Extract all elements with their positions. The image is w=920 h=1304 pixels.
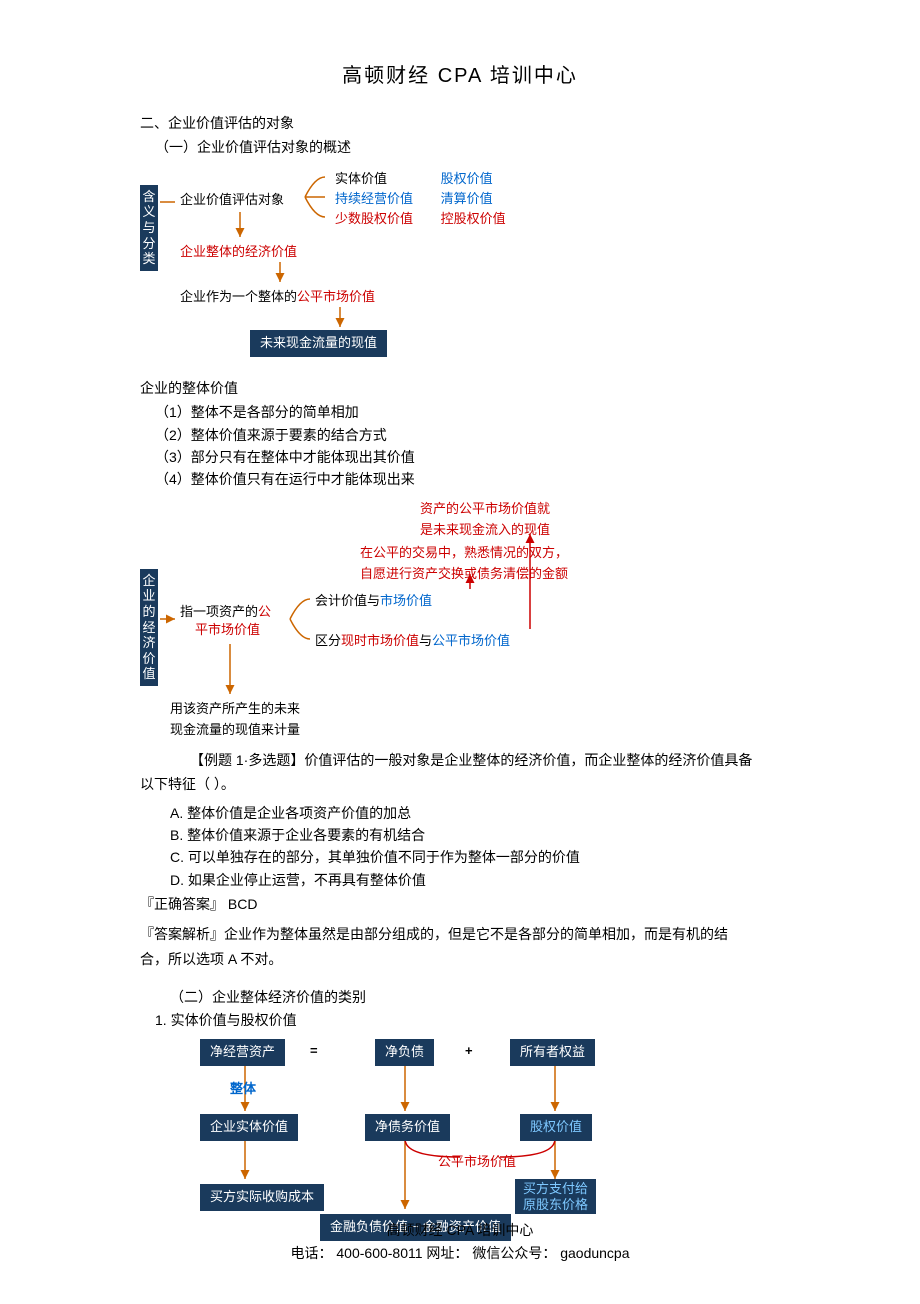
label-line: 原股东价格 — [523, 1197, 588, 1213]
exam-question: 【例题 1·多选题】价值评估的一般对象是企业整体的经济价值，而企业整体的经济价值… — [190, 749, 840, 771]
label-text: 股权价值 — [530, 1119, 582, 1134]
branch: 会计价值与市场价值 — [315, 591, 432, 612]
label-text: 公 — [258, 604, 271, 619]
node-box: 净债务价值 — [365, 1114, 450, 1141]
footer-line: 高顿财经 CPA 培训中心 — [0, 1219, 920, 1241]
exam-explanation: 『答案解析』企业作为整体虽然是由部分组成的，但是它不是各部分的简单相加，而是有机… — [140, 923, 840, 945]
node-box: 未来现金流量的现值 — [250, 330, 387, 357]
node-box: 净经营资产 — [200, 1039, 285, 1066]
text-line: 企业的整体价值 — [140, 377, 840, 399]
node-box: 买方支付给 原股东价格 — [515, 1179, 596, 1214]
op-plus: + — [465, 1041, 473, 1062]
footer-line: 电话： 400-600-8011 网址： 微信公众号： gaoduncpa — [0, 1242, 920, 1264]
label-text: 指一项资产的 — [180, 604, 258, 619]
diagram-value-types: 含 义 与 分 类 企业价值评估对象 实体价值 股权价值 持续经营价值 清算价值… — [140, 167, 840, 367]
page-footer: 高顿财经 CPA 培训中心 电话： 400-600-8011 网址： 微信公众号… — [0, 1219, 920, 1264]
label-text: 企业作为一个整体的 — [180, 289, 297, 304]
label-line: 用该资产所产生的未来 — [170, 699, 300, 720]
label-text: 会计价值与 — [315, 593, 380, 608]
note: 在公平的交易中，熟悉情况的双方， 自愿进行资产交换或债务清偿的金额 — [360, 543, 568, 585]
text-line: （2）整体价值来源于要素的结合方式 — [155, 424, 840, 446]
diagram-economic-value: 企 业 的 经 济 价 值 资产的公平市场价值就 是未来现金流入的现值 在公平的… — [140, 499, 840, 739]
subsection-heading: （二）企业整体经济价值的类别 — [170, 986, 840, 1008]
text-line: （3）部分只有在整体中才能体现出其价值 — [155, 446, 840, 468]
label: 股权价值 — [441, 171, 493, 186]
label: 实体价值 — [335, 171, 387, 186]
label: 企业整体的经济价值 — [180, 242, 297, 263]
label-text: 区分 — [315, 633, 341, 648]
node-box: 买方实际收购成本 — [200, 1184, 324, 1211]
label: 持续经营价值 — [335, 191, 413, 206]
text-line: （4）整体价值只有在运行中才能体现出来 — [155, 468, 840, 490]
label: 清算价值 — [441, 191, 493, 206]
label-text: 企业整体的经济价值 — [180, 244, 297, 259]
note-line: 是未来现金流入的现值 — [420, 520, 550, 541]
label: 企业作为一个整体的公平市场价值 — [180, 287, 375, 308]
note-line: 在公平的交易中，熟悉情况的双方， — [360, 543, 568, 564]
exam-option: C. 可以单独存在的部分，其单独价值不同于作为整体一部分的价值 — [170, 846, 840, 868]
exam-answer: 『正确答案』 BCD — [140, 893, 840, 915]
note-line: 自愿进行资产交换或债务清偿的金额 — [360, 564, 568, 585]
section-heading: 二、企业价值评估的对象 — [140, 112, 840, 134]
label-text: 公平市场价值 — [297, 289, 375, 304]
node-box: 股权价值 — [520, 1114, 592, 1141]
pair: 实体价值 股权价值 — [335, 169, 493, 190]
branch: 区分现时市场价值与公平市场价值 — [315, 631, 510, 652]
pair: 少数股权价值 控股权价值 — [335, 209, 506, 230]
label: 少数股权价值 — [335, 211, 413, 226]
node-box: 企业实体价值 — [200, 1114, 298, 1141]
diagram-entity-equity: 净经营资产 = 净负债 + 所有者权益 整体 企业实体价值 净债务价值 股权价值… — [200, 1039, 840, 1239]
note-line: 资产的公平市场价值就 — [420, 499, 550, 520]
label-text: 与 — [419, 633, 432, 648]
node-box: 净负债 — [375, 1039, 434, 1066]
label-text: 市场价值 — [380, 593, 432, 608]
label-text: 平市场价值 — [195, 622, 260, 637]
exam-explanation: 合，所以选项 A 不对。 — [140, 948, 840, 970]
exam-question: 以下特征（ ）。 — [140, 773, 840, 795]
label-text: 公平市场价值 — [432, 633, 510, 648]
subsection-heading: （一）企业价值评估对象的概述 — [155, 136, 840, 158]
label-line: 买方支付给 — [523, 1181, 588, 1197]
text-line: （1）整体不是各部分的简单相加 — [155, 401, 840, 423]
text-line: 1. 实体价值与股权价值 — [155, 1009, 840, 1031]
label: 用该资产所产生的未来 现金流量的现值来计量 — [170, 699, 300, 741]
page-title: 高顿财经 CPA 培训中心 — [80, 60, 840, 92]
label: 控股权价值 — [441, 211, 506, 226]
note: 资产的公平市场价值就 是未来现金流入的现值 — [420, 499, 550, 541]
node-box: 所有者权益 — [510, 1039, 595, 1066]
label: 公平市场价值 — [438, 1152, 516, 1173]
label-text: 现时市场价值 — [341, 633, 419, 648]
label: 平市场价值 — [195, 620, 260, 641]
label: 整体 — [230, 1079, 256, 1100]
label: 企业价值评估对象 — [180, 190, 284, 211]
pair: 持续经营价值 清算价值 — [335, 189, 493, 210]
op-equals: = — [310, 1041, 318, 1062]
exam-option: D. 如果企业停止运营，不再具有整体价值 — [170, 869, 840, 891]
exam-option: B. 整体价值来源于企业各要素的有机结合 — [170, 824, 840, 846]
exam-option: A. 整体价值是企业各项资产价值的加总 — [170, 802, 840, 824]
label-line: 现金流量的现值来计量 — [170, 720, 300, 741]
